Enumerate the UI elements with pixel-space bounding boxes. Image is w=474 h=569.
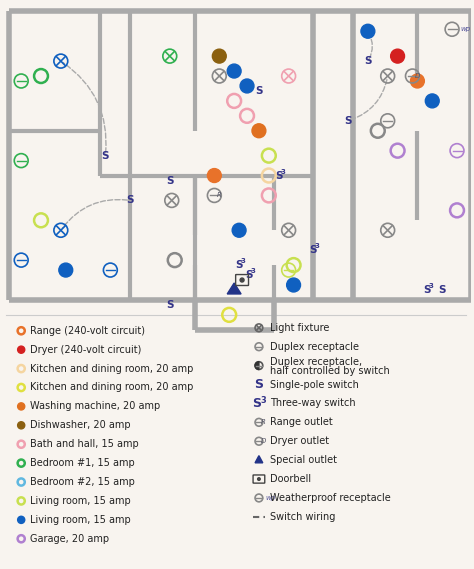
Text: S: S [344, 116, 352, 126]
Text: D: D [415, 73, 420, 79]
Text: wp: wp [266, 495, 276, 501]
Text: S: S [364, 56, 372, 66]
Text: Light fixture: Light fixture [270, 323, 329, 333]
Circle shape [18, 403, 25, 410]
Text: S: S [127, 195, 134, 205]
Circle shape [257, 478, 260, 480]
Text: Switch wiring: Switch wiring [270, 512, 335, 522]
Text: S: S [255, 378, 264, 391]
Text: wp: wp [460, 26, 470, 32]
Text: Doorbell: Doorbell [270, 474, 311, 484]
Text: 3: 3 [429, 283, 434, 289]
Text: R: R [260, 419, 265, 425]
Circle shape [361, 24, 375, 38]
Text: Dishwasher, 20 amp: Dishwasher, 20 amp [30, 420, 131, 430]
Text: S: S [310, 245, 317, 255]
Circle shape [59, 263, 73, 277]
Text: S: S [255, 86, 263, 96]
Text: Range (240-volt circuit): Range (240-volt circuit) [30, 326, 145, 336]
Text: Dryer (240-volt circuit): Dryer (240-volt circuit) [30, 345, 141, 354]
Text: S: S [438, 285, 446, 295]
Text: Range outlet: Range outlet [270, 417, 333, 427]
Text: S: S [166, 175, 173, 185]
Circle shape [287, 278, 301, 292]
Text: S: S [245, 270, 253, 280]
Text: S: S [424, 285, 431, 295]
Text: Kitchen and dining room, 20 amp: Kitchen and dining room, 20 amp [30, 364, 193, 374]
Text: Duplex receptacle,: Duplex receptacle, [270, 357, 362, 366]
Text: R: R [217, 192, 221, 199]
Circle shape [425, 94, 439, 108]
Text: 3: 3 [315, 243, 320, 249]
Text: 3: 3 [241, 258, 246, 264]
Text: S: S [275, 171, 283, 180]
Circle shape [240, 278, 244, 282]
Text: Garage, 20 amp: Garage, 20 amp [30, 534, 109, 544]
Polygon shape [227, 283, 241, 294]
Text: Bedroom #2, 15 amp: Bedroom #2, 15 amp [30, 477, 135, 487]
Circle shape [240, 79, 254, 93]
Text: Bedroom #1, 15 amp: Bedroom #1, 15 amp [30, 458, 135, 468]
Text: S: S [253, 397, 262, 410]
Circle shape [18, 346, 25, 353]
Circle shape [227, 64, 241, 78]
Circle shape [252, 124, 266, 138]
Circle shape [391, 49, 404, 63]
Text: S: S [236, 260, 243, 270]
Circle shape [208, 168, 221, 183]
Text: 3: 3 [260, 396, 266, 405]
Text: Weatherproof receptacle: Weatherproof receptacle [270, 493, 391, 503]
Text: Kitchen and dining room, 20 amp: Kitchen and dining room, 20 amp [30, 382, 193, 393]
Text: D: D [260, 438, 266, 444]
Text: S: S [166, 300, 173, 310]
Text: S: S [101, 151, 109, 160]
Text: Duplex receptacle: Duplex receptacle [270, 342, 359, 352]
Wedge shape [255, 362, 259, 369]
Text: Bath and hall, 15 amp: Bath and hall, 15 amp [30, 439, 139, 449]
Text: Dryer outlet: Dryer outlet [270, 436, 329, 446]
Circle shape [18, 422, 25, 429]
Text: Living room, 15 amp: Living room, 15 amp [30, 515, 131, 525]
Polygon shape [255, 456, 263, 463]
Circle shape [410, 74, 424, 88]
Text: Washing machine, 20 amp: Washing machine, 20 amp [30, 401, 160, 411]
Text: 3: 3 [251, 268, 255, 274]
Text: 3: 3 [280, 168, 285, 175]
Text: Special outlet: Special outlet [270, 455, 337, 465]
Text: Three-way switch: Three-way switch [270, 398, 356, 409]
Text: Living room, 15 amp: Living room, 15 amp [30, 496, 131, 506]
Text: Single-pole switch: Single-pole switch [270, 380, 359, 390]
Circle shape [232, 223, 246, 237]
Text: half controlled by switch: half controlled by switch [270, 365, 390, 376]
Circle shape [18, 516, 25, 523]
Circle shape [212, 49, 226, 63]
